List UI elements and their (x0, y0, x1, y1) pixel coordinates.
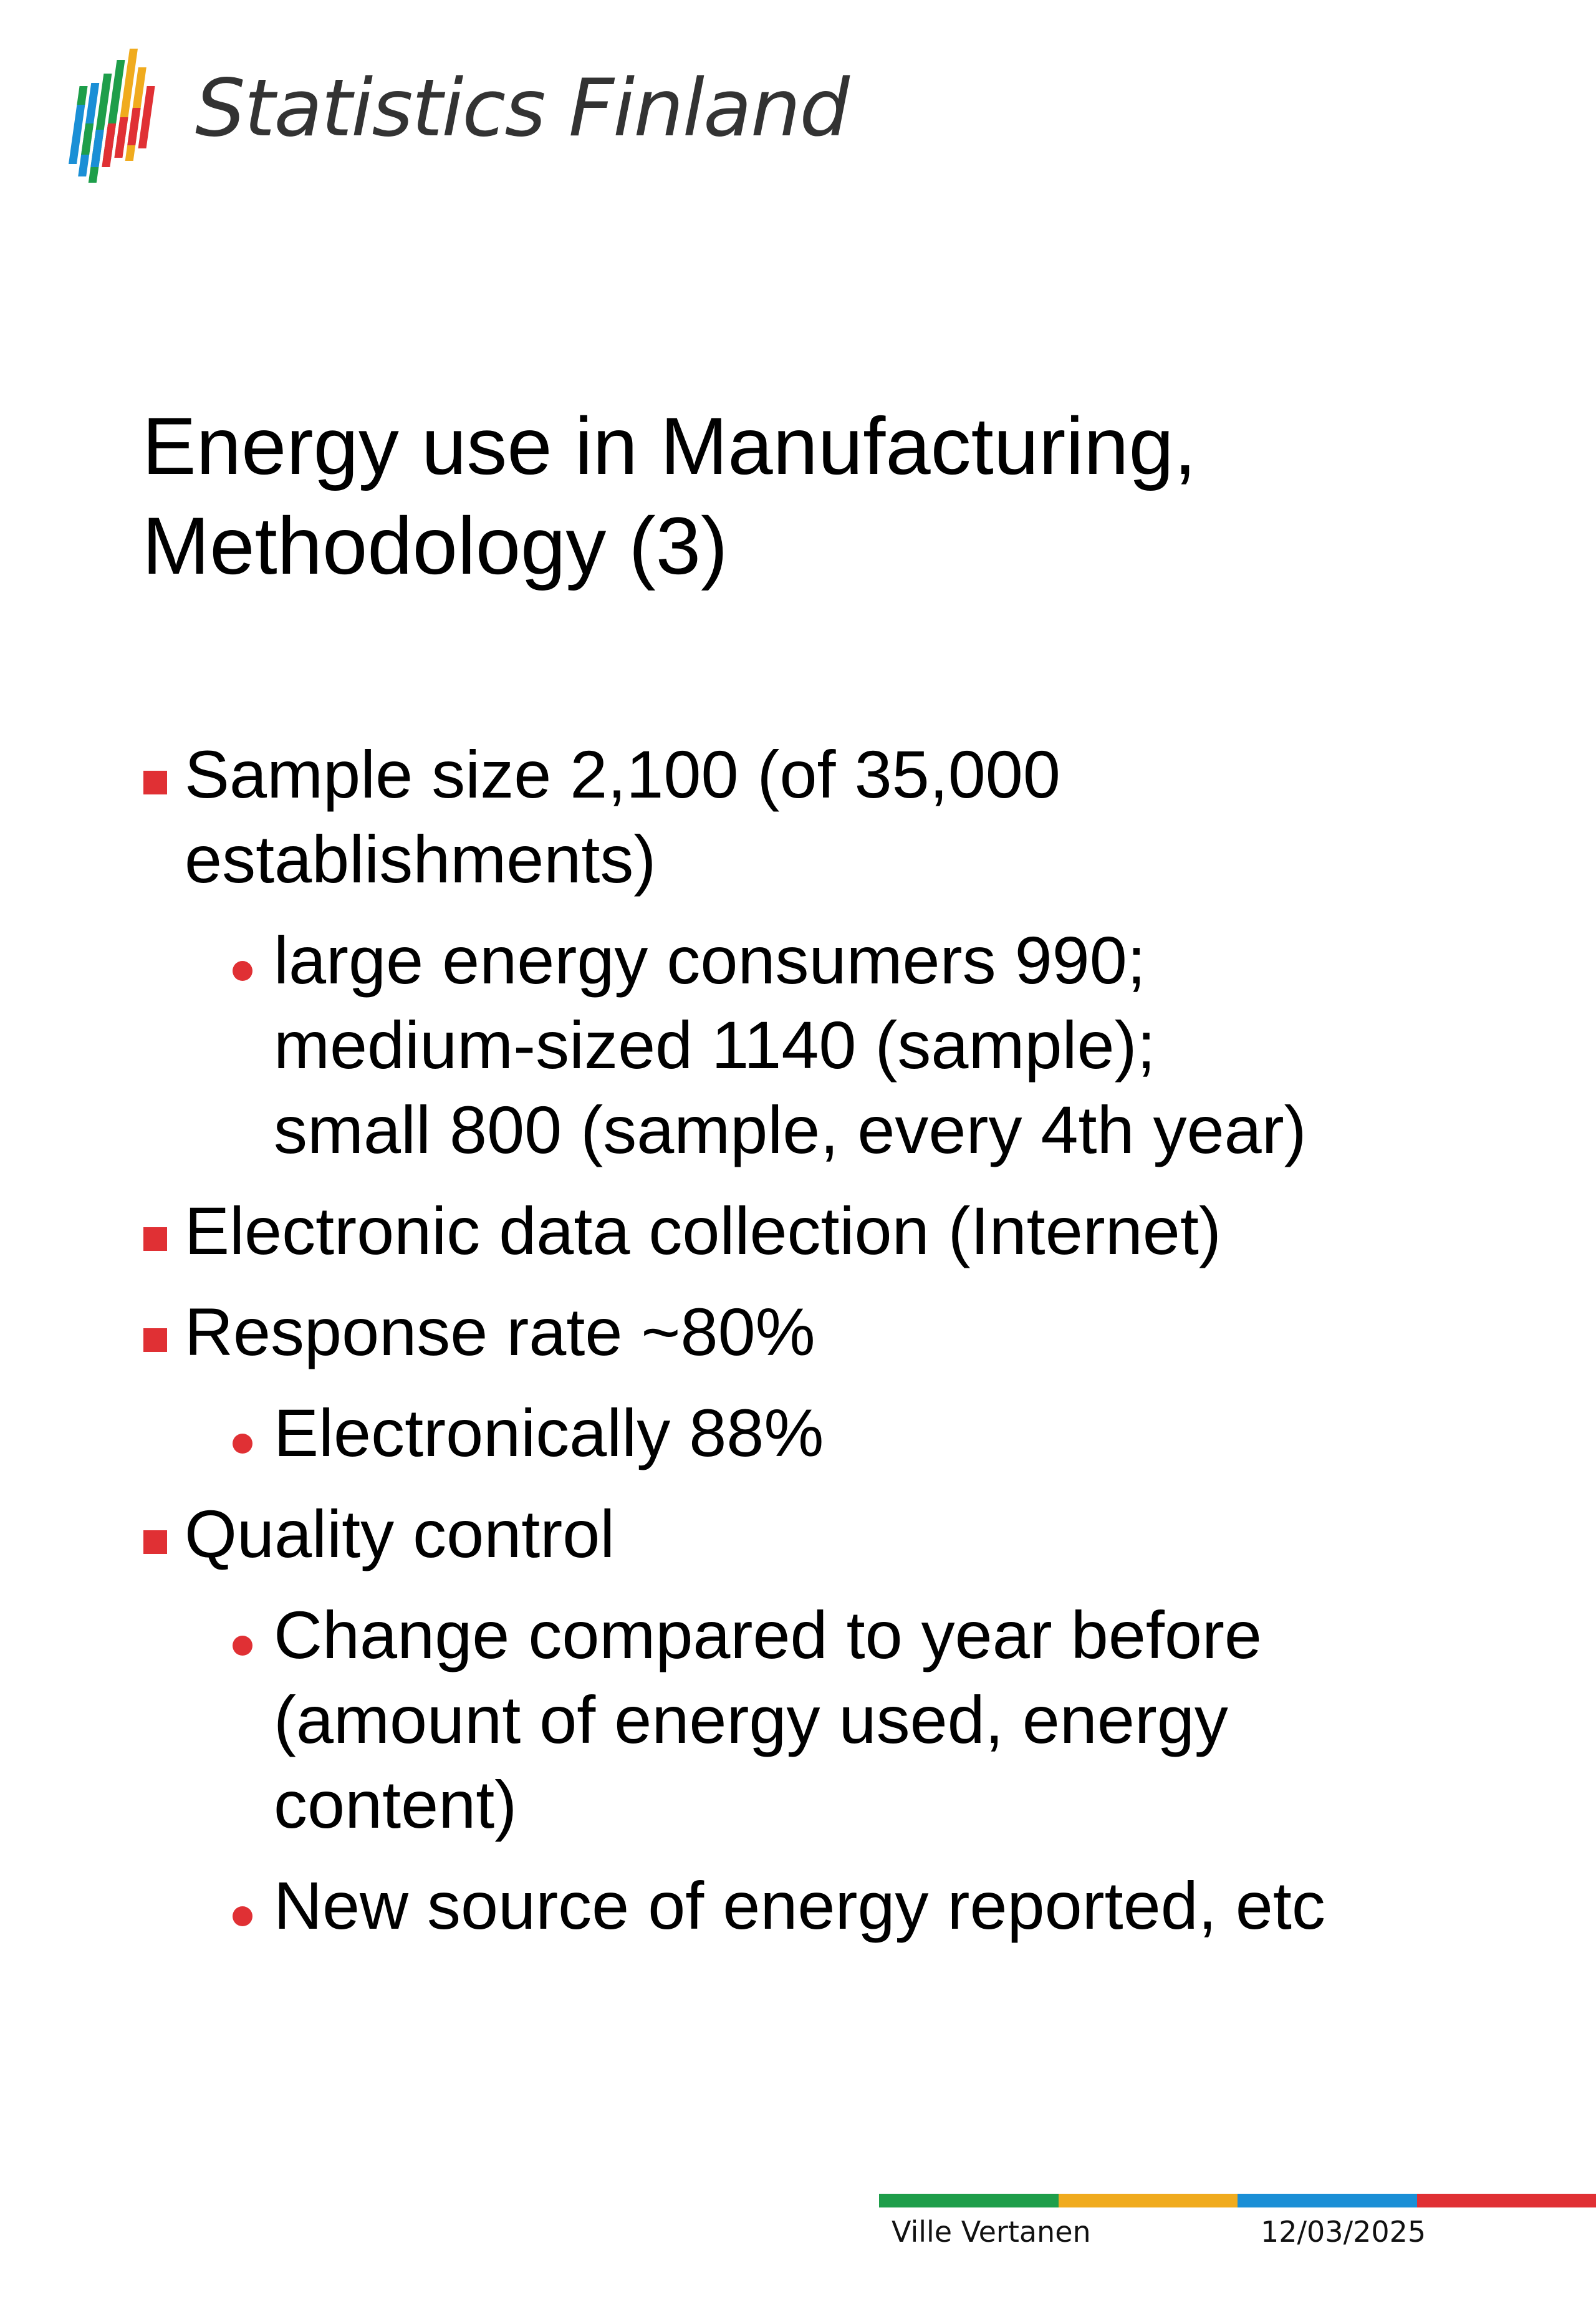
title-line: Methodology (3) (142, 500, 728, 591)
sub-bullet-item: New source of energy reported, etc (142, 1863, 1576, 1948)
sub-bullet-text: medium-sized 1140 (sample); (274, 1007, 1156, 1083)
square-bullet-icon (143, 771, 167, 794)
square-bullet-icon (143, 1328, 167, 1352)
round-bullet-icon (233, 1906, 252, 1926)
footer-bar-yellow (1058, 2194, 1238, 2207)
round-bullet-icon (233, 961, 252, 981)
title-line: Energy use in Manufacturing, (142, 400, 1196, 491)
square-bullet-icon (143, 1227, 167, 1251)
sub-bullet-text: (amount of energy used, energy (274, 1682, 1228, 1757)
bullet-text: Quality control (185, 1496, 615, 1571)
sub-bullet-item: Change compared to year before (amount o… (142, 1593, 1576, 1847)
sub-bullet-item: Electronically 88% (142, 1391, 1576, 1475)
sub-bullet-item: large energy consumers 990; medium-sized… (142, 918, 1576, 1172)
bullet-text: Electronic data collection (Internet) (185, 1193, 1221, 1268)
logo: Statistics Finland (67, 49, 850, 186)
square-bullet-icon (143, 1530, 167, 1554)
footer-bar-green (879, 2194, 1059, 2207)
logo-text: Statistics Finland (195, 62, 850, 154)
bullet-item: Response rate ~80% (142, 1290, 1576, 1374)
bullet-list: Sample size 2,100 (of 35,000 establishme… (142, 732, 1576, 1948)
footer-date: 12/03/2025 (1261, 2215, 1426, 2249)
bullet-item: Electronic data collection (Internet) (142, 1189, 1576, 1273)
sub-bullet-text: Change compared to year before (274, 1597, 1262, 1672)
slide-title: Energy use in Manufacturing, Methodology… (142, 396, 1514, 596)
statistics-finland-logo-icon (68, 49, 155, 183)
footer-color-bar (879, 2194, 1596, 2207)
bullet-text: Sample size 2,100 (of 35,000 (185, 736, 1060, 812)
sub-bullet-text: content) (274, 1767, 517, 1842)
sub-bullet-text: Electronically 88% (274, 1395, 824, 1470)
sub-bullet-text: small 800 (sample, every 4th year) (274, 1092, 1307, 1167)
round-bullet-icon (233, 1636, 252, 1656)
sub-bullet-text: New source of energy reported, etc (274, 1868, 1325, 1943)
footer-bar-red (1416, 2194, 1596, 2207)
bullet-text: Response rate ~80% (185, 1294, 815, 1369)
bullet-text: establishments) (185, 821, 656, 897)
round-bullet-icon (233, 1434, 252, 1454)
footer-bar-blue (1238, 2194, 1417, 2207)
bullet-item: Sample size 2,100 (of 35,000 establishme… (142, 732, 1576, 902)
bullet-item: Quality control (142, 1492, 1576, 1576)
sub-bullet-text: large energy consumers 990; (274, 922, 1146, 998)
footer-author: Ville Vertanen (892, 2215, 1091, 2249)
